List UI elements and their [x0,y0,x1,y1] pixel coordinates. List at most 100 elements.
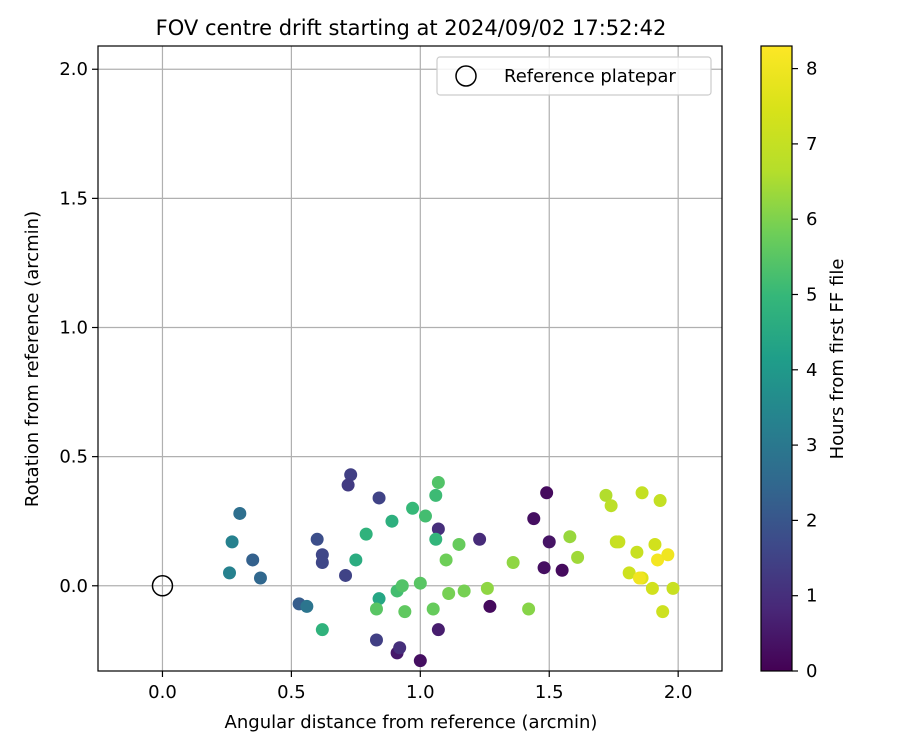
colorbar-tick-label: 2 [806,510,817,531]
data-point [372,592,386,606]
data-point [604,499,618,513]
data-points [223,468,680,668]
y-tick-label: 1.5 [59,188,88,209]
data-point [483,599,497,613]
data-point [666,581,680,595]
colorbar-tick-label: 5 [806,284,817,305]
colorbar-tick-label: 0 [806,661,817,682]
data-point [651,553,665,567]
colorbar-tick-label: 8 [806,59,817,80]
data-point [300,599,314,613]
colorbar-tick-label: 4 [806,360,817,381]
reference-marker-group [151,575,174,597]
data-point [418,509,432,523]
data-point [225,535,239,549]
data-point [537,561,551,575]
data-point [527,512,541,526]
data-point [622,566,636,580]
data-point [457,584,471,598]
data-point [233,506,247,520]
data-point [431,475,445,489]
data-point [315,556,329,570]
plot-background [98,46,722,671]
data-point [223,566,237,580]
data-point [480,581,494,595]
data-point [571,550,585,564]
data-point [632,571,646,585]
y-axis-label: Rotation from reference (arcmin) [22,211,43,507]
data-point [439,553,453,567]
chart-title: FOV centre drift starting at 2024/09/02 … [156,16,667,40]
data-point [393,641,407,655]
data-point [452,537,466,551]
data-point [339,568,353,582]
colorbar-gradient [760,45,793,672]
data-point [542,535,556,549]
colorbar-label: Hours from first FF file [827,259,848,460]
x-tick-label: 1.0 [406,682,435,703]
colorbar: 0 1 2 3 4 5 6 7 8 Hours from first FF file [760,45,848,682]
x-axis-label: Angular distance from reference (arcmin) [225,712,598,733]
legend-box [436,56,712,96]
data-point [555,563,569,577]
plot-area: 0.0 0.5 1.0 1.5 2.0 0.0 0.5 1.0 1.5 2.0 [59,45,723,703]
legend: Reference platepar [436,56,712,96]
data-point [599,488,613,502]
data-point [431,623,445,637]
data-point [653,494,667,508]
data-point [648,537,662,551]
data-point [398,605,412,619]
data-point [429,488,443,502]
data-point [431,522,445,536]
colorbar-tick-label: 1 [806,586,817,607]
data-point [506,556,520,570]
data-point [341,478,355,492]
data-point [406,501,420,515]
reference-marker [151,575,174,597]
y-tick-label: 0.0 [59,576,88,597]
data-point [315,623,329,637]
y-tick-label: 2.0 [59,59,88,80]
data-point [612,535,626,549]
y-tick-label: 1.0 [59,318,88,339]
legend-marker-reference [455,65,477,87]
legend-label-reference: Reference platepar [504,66,676,87]
x-tick-label: 0.0 [148,682,177,703]
data-point [630,545,644,559]
data-point [369,633,383,647]
data-point [246,553,260,567]
x-tick-label: 0.5 [277,682,306,703]
x-tick-label: 2.0 [664,682,693,703]
data-point [442,587,456,601]
colorbar-ticks: 0 1 2 3 4 5 6 7 8 [792,59,817,682]
colorbar-tick-label: 7 [806,134,817,155]
data-point [369,602,383,616]
colorbar-tick-label: 6 [806,209,817,230]
data-point [395,579,409,593]
data-point [635,486,649,500]
data-point [344,468,358,482]
data-point [310,532,324,546]
y-axis-ticks: 0.0 0.5 1.0 1.5 2.0 [59,59,98,597]
data-point [540,486,554,500]
data-point [563,530,577,544]
data-point [473,532,487,546]
data-point [349,553,363,567]
data-point [359,527,373,541]
data-point [522,602,536,616]
y-tick-label: 0.5 [59,447,88,468]
data-point [413,576,427,590]
x-axis-ticks: 0.0 0.5 1.0 1.5 2.0 [148,671,692,703]
data-point [661,548,675,562]
data-point [656,605,670,619]
data-point [385,514,399,528]
data-point [645,581,659,595]
data-point [372,491,386,505]
x-tick-label: 1.5 [535,682,564,703]
colorbar-tick-label: 3 [806,435,817,456]
data-point [429,532,443,546]
data-point [413,654,427,668]
plot-frame [97,45,723,672]
data-point [253,571,267,585]
